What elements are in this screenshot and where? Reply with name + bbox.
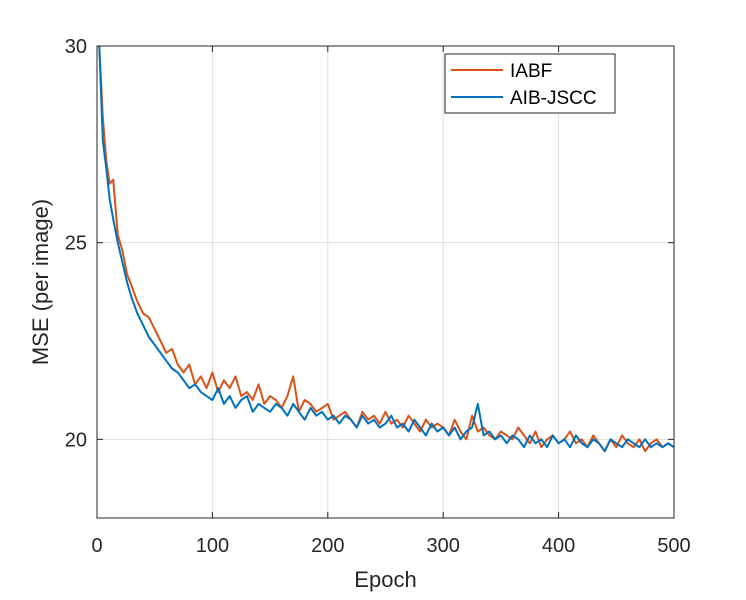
legend: IABF AIB-JSCC <box>444 53 616 114</box>
legend-iabf-label: IABF <box>510 61 552 82</box>
y-tick-label: 25 <box>65 233 87 255</box>
series-layer <box>98 46 674 453</box>
ticks: 0 100 200 300 400 500 20 25 30 <box>65 36 691 557</box>
series-line-iabf <box>98 46 674 453</box>
x-tick-label: 100 <box>196 535 229 557</box>
x-tick-label: 400 <box>542 535 575 557</box>
legend-box <box>444 53 616 114</box>
y-axis-title: MSE (per image) <box>28 199 53 365</box>
series-line-aib-jscc <box>98 46 674 453</box>
y-tick-label: 20 <box>65 429 87 451</box>
axes-box <box>96 45 675 519</box>
legend-aib-jscc-label: AIB-JSCC <box>510 88 597 109</box>
y-tick-label: 30 <box>65 36 87 58</box>
x-tick-label: 500 <box>657 535 690 557</box>
x-axis-title: Epoch <box>354 567 416 592</box>
x-tick-label: 0 <box>91 535 102 557</box>
x-tick-label: 300 <box>427 535 460 557</box>
x-tick-label: 200 <box>311 535 344 557</box>
